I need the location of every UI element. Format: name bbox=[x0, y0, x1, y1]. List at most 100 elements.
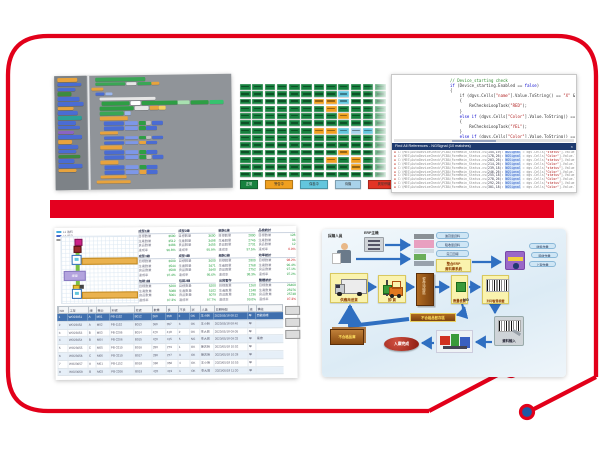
status-cell[interactable] bbox=[362, 156, 374, 163]
status-cell[interactable] bbox=[289, 113, 300, 119]
status-cell[interactable] bbox=[240, 84, 251, 90]
status-cell[interactable] bbox=[350, 149, 362, 156]
column-header[interactable]: 料號 bbox=[110, 306, 135, 313]
status-cell[interactable] bbox=[264, 113, 276, 119]
status-cell[interactable] bbox=[240, 171, 251, 178]
status-cell[interactable] bbox=[362, 135, 374, 141]
table-row[interactable]: 8 WO23058 B M03 PB-2206 B019 420 419 1 OK 李大同 2023/… bbox=[57, 366, 284, 377]
status-cell[interactable] bbox=[264, 149, 276, 156]
status-cell[interactable] bbox=[313, 156, 325, 163]
palette-block[interactable] bbox=[57, 101, 84, 106]
column-header[interactable]: 日期時間 bbox=[214, 305, 249, 312]
column-header[interactable]: 良 bbox=[166, 305, 179, 313]
status-cell[interactable] bbox=[276, 120, 288, 127]
status-cell[interactable] bbox=[252, 149, 263, 156]
palette-block[interactable] bbox=[57, 106, 74, 111]
status-cell[interactable] bbox=[252, 120, 263, 127]
status-cell[interactable] bbox=[276, 84, 288, 90]
status-cell[interactable] bbox=[362, 91, 374, 98]
palette-block[interactable] bbox=[58, 144, 79, 149]
search-result-row[interactable]: ▪ C:\MES\AutoDeviceCheck\PCBA\FormMain_S… bbox=[394, 173, 575, 178]
status-cell[interactable] bbox=[313, 135, 325, 141]
status-cell[interactable] bbox=[338, 142, 349, 149]
status-cell[interactable] bbox=[301, 156, 312, 163]
search-result-row[interactable]: ▪ C:\MES\AutoDeviceCheck\PCBA\FormMain_S… bbox=[394, 177, 575, 182]
status-cell[interactable] bbox=[325, 149, 337, 156]
status-cell[interactable] bbox=[264, 84, 276, 90]
status-cell[interactable] bbox=[350, 135, 362, 141]
status-cell[interactable] bbox=[264, 98, 276, 105]
status-cell[interactable] bbox=[252, 91, 263, 98]
status-cell[interactable] bbox=[240, 127, 251, 134]
column-header[interactable]: 人員 bbox=[200, 305, 215, 312]
status-cell[interactable] bbox=[338, 135, 349, 141]
status-cell[interactable] bbox=[325, 164, 337, 171]
status-cell[interactable] bbox=[313, 105, 325, 112]
status-cell[interactable] bbox=[264, 142, 276, 149]
status-cell[interactable] bbox=[338, 98, 349, 105]
status-cell[interactable] bbox=[325, 91, 337, 98]
palette-block[interactable] bbox=[57, 77, 78, 82]
status-cell[interactable] bbox=[276, 171, 288, 178]
column-header[interactable]: 機台 bbox=[96, 306, 111, 313]
status-cell[interactable] bbox=[240, 98, 251, 105]
status-cell[interactable] bbox=[362, 84, 374, 90]
palette-block[interactable] bbox=[58, 140, 73, 144]
palette-block[interactable] bbox=[58, 168, 77, 173]
palette-block[interactable] bbox=[57, 116, 82, 121]
station-node-2[interactable] bbox=[71, 288, 82, 299]
status-cell[interactable] bbox=[325, 171, 337, 178]
status-cell[interactable] bbox=[338, 113, 349, 119]
status-cell[interactable] bbox=[338, 84, 349, 90]
status-cell[interactable] bbox=[289, 98, 300, 105]
station-node-1[interactable] bbox=[71, 254, 82, 265]
status-cell[interactable] bbox=[313, 120, 325, 127]
status-cell[interactable] bbox=[313, 171, 325, 178]
status-cell[interactable] bbox=[301, 142, 312, 149]
status-cell[interactable] bbox=[264, 164, 276, 171]
status-cell[interactable] bbox=[289, 84, 300, 90]
status-cell[interactable] bbox=[276, 113, 288, 119]
status-cell[interactable] bbox=[276, 164, 288, 171]
status-cell[interactable] bbox=[325, 127, 337, 134]
status-cell[interactable] bbox=[375, 164, 386, 171]
palette-block[interactable] bbox=[58, 163, 83, 168]
status-cell[interactable] bbox=[338, 171, 349, 178]
status-cell[interactable] bbox=[289, 91, 300, 98]
status-cell[interactable] bbox=[289, 164, 300, 171]
status-cell[interactable] bbox=[240, 164, 251, 171]
status-cell[interactable] bbox=[325, 120, 337, 127]
status-cell[interactable] bbox=[325, 135, 337, 141]
status-cell[interactable] bbox=[252, 171, 263, 178]
status-cell[interactable] bbox=[350, 127, 362, 134]
status-cell[interactable] bbox=[289, 156, 300, 163]
status-cell[interactable] bbox=[252, 105, 263, 112]
status-cell[interactable] bbox=[276, 156, 288, 163]
palette-block[interactable] bbox=[58, 149, 77, 154]
status-cell[interactable] bbox=[338, 156, 349, 163]
status-cell[interactable] bbox=[350, 142, 362, 149]
status-cell[interactable] bbox=[325, 84, 337, 90]
status-cell[interactable] bbox=[276, 105, 288, 112]
status-cell[interactable] bbox=[325, 98, 337, 105]
status-cell[interactable] bbox=[252, 113, 263, 119]
status-cell[interactable] bbox=[276, 135, 288, 141]
status-cell[interactable] bbox=[338, 149, 349, 156]
status-cell[interactable] bbox=[375, 120, 386, 127]
status-cell[interactable] bbox=[289, 149, 300, 156]
search-result-row[interactable]: ▪ C:\MES\AutoDeviceCheck\PCBA\FormMain_S… bbox=[394, 181, 575, 186]
status-cell[interactable] bbox=[301, 113, 312, 119]
search-result-row[interactable]: ▪ C:\MES\AutoDeviceCheck\PCBA\FormMain_S… bbox=[394, 169, 575, 175]
search-result-row[interactable]: ▪ C:\MES\AutoDeviceCheck\PCBA\FormMain_S… bbox=[394, 185, 575, 190]
status-cell[interactable] bbox=[350, 98, 362, 105]
status-cell[interactable] bbox=[240, 113, 251, 119]
status-cell[interactable] bbox=[301, 135, 312, 141]
status-cell[interactable] bbox=[252, 142, 263, 149]
status-cell[interactable] bbox=[375, 135, 386, 141]
status-cell[interactable] bbox=[289, 171, 300, 178]
status-cell[interactable] bbox=[301, 91, 312, 98]
status-cell[interactable] bbox=[375, 171, 386, 178]
palette-block[interactable] bbox=[58, 154, 81, 159]
status-cell[interactable] bbox=[313, 98, 325, 105]
status-cell[interactable] bbox=[350, 171, 362, 178]
